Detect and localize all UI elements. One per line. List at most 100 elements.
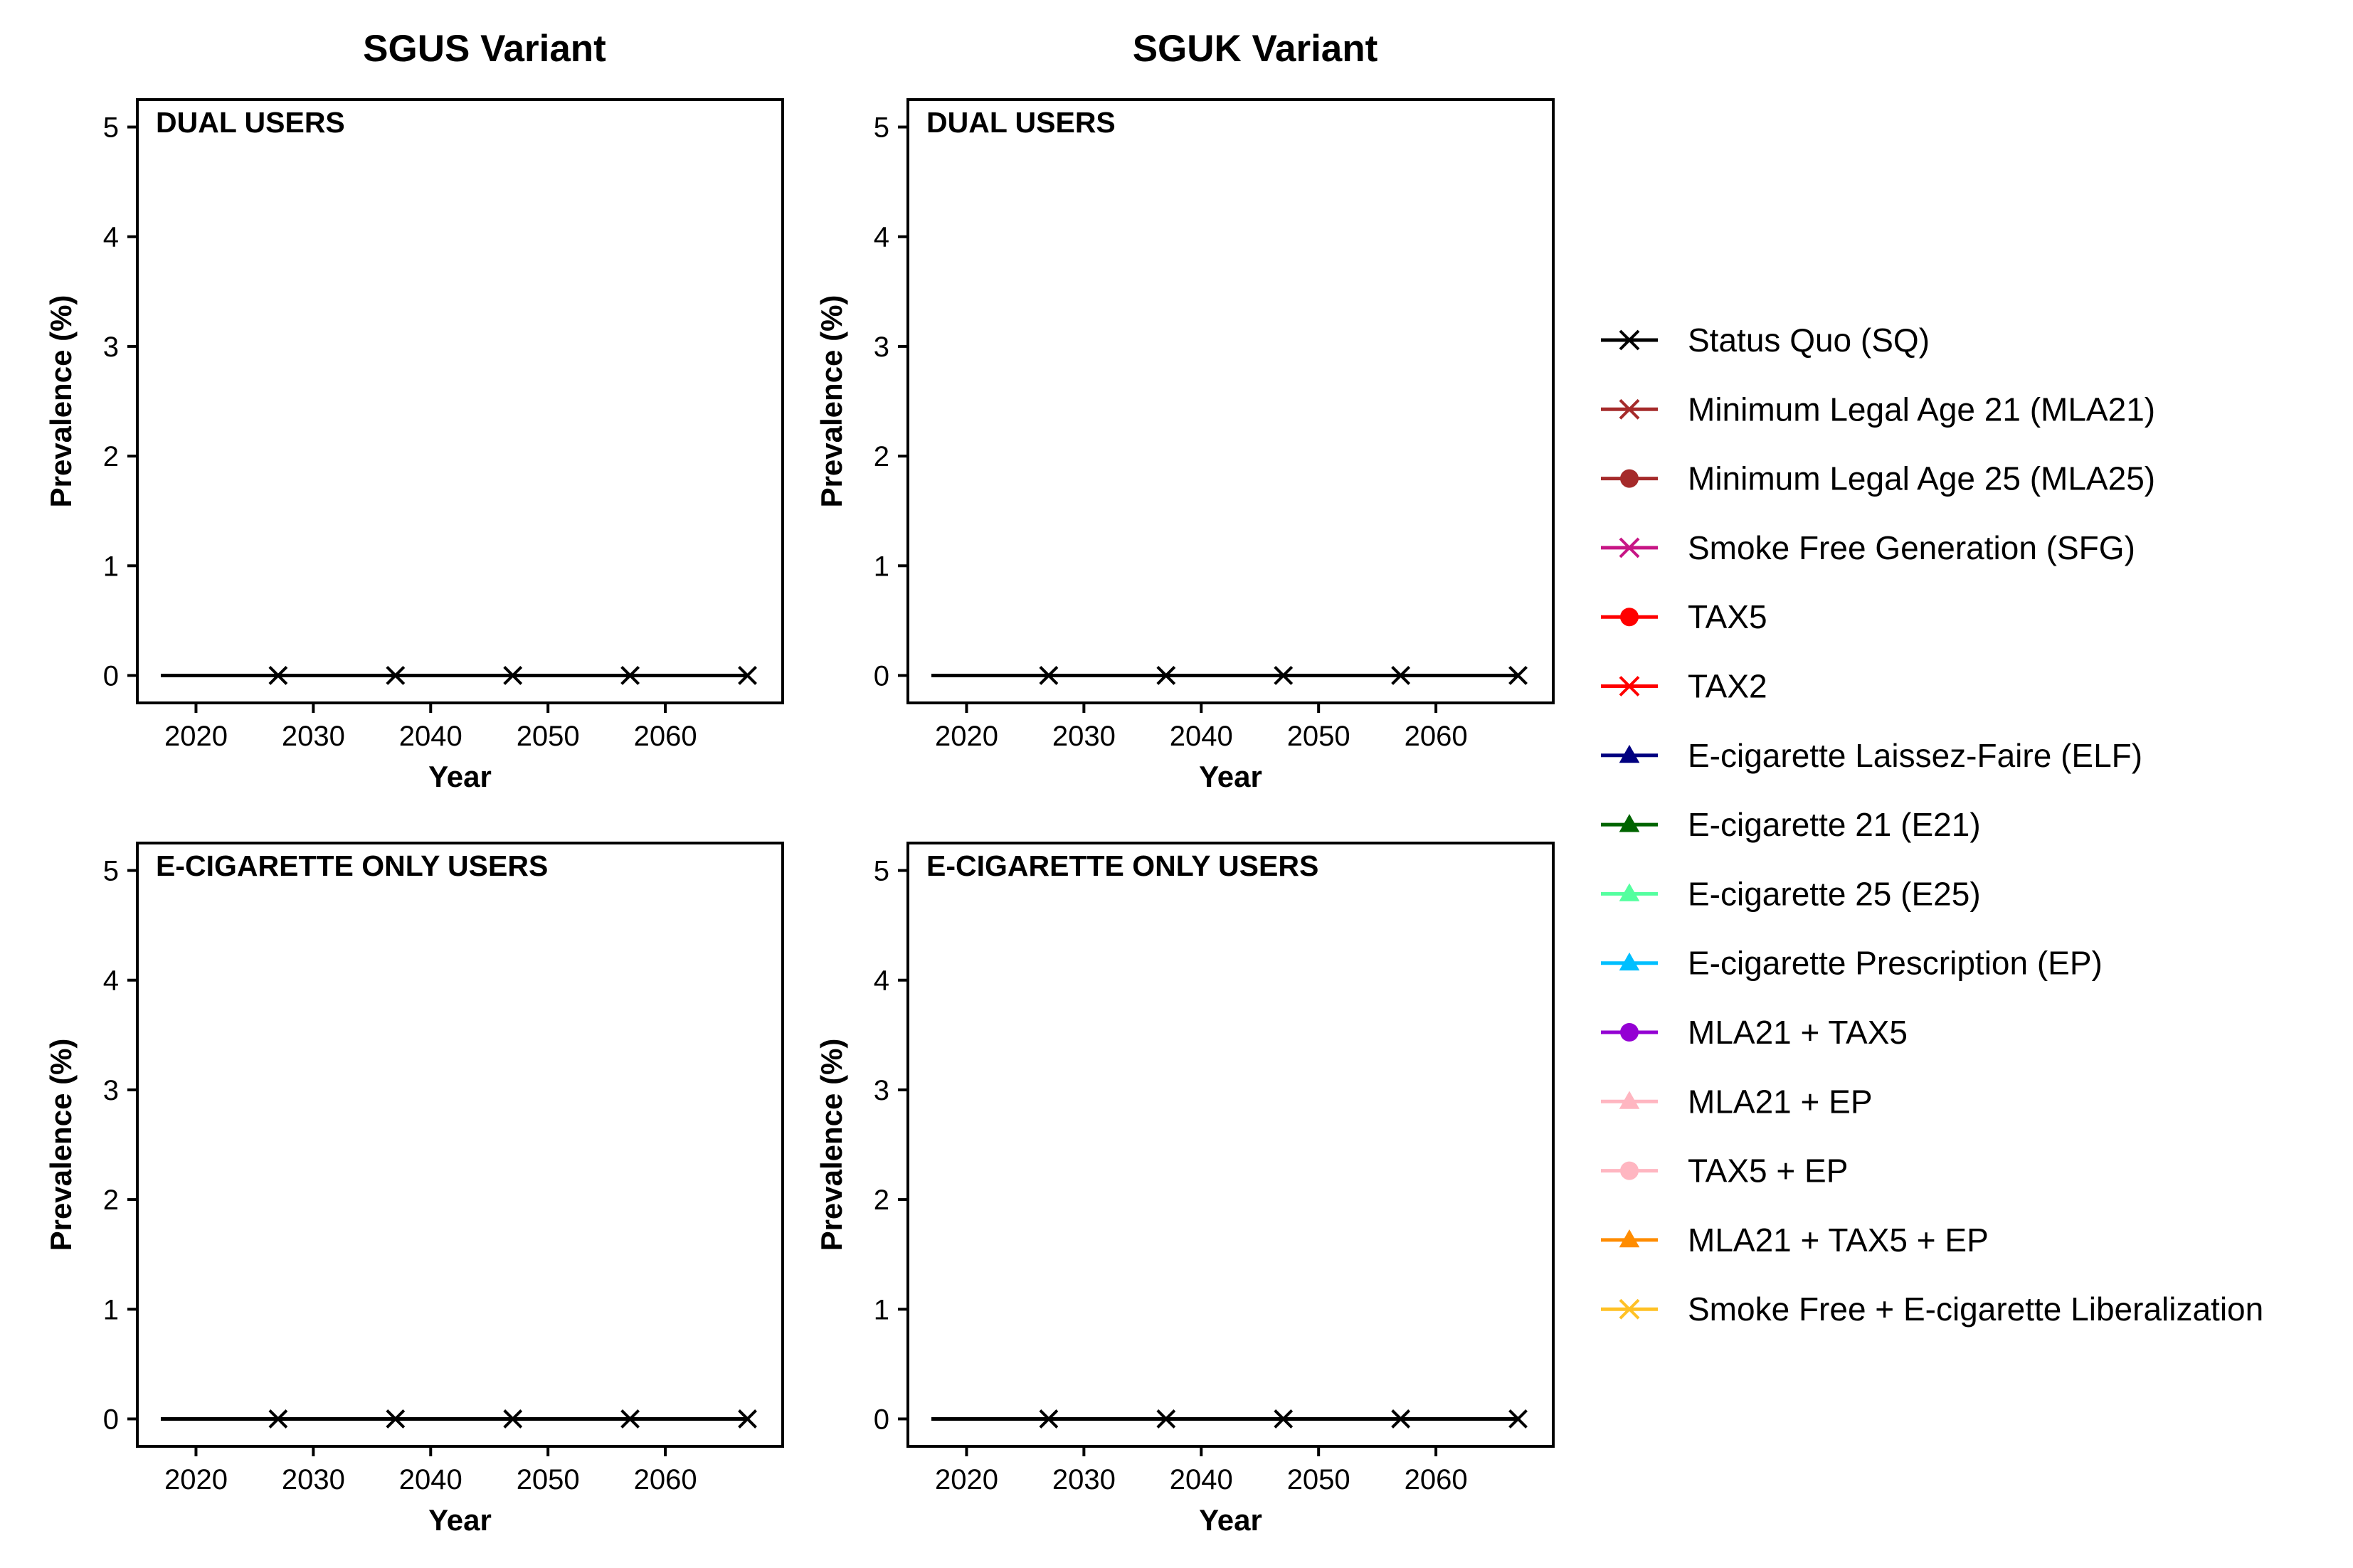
y-tick-label: 3 [874, 1075, 889, 1106]
legend-label: Minimum Legal Age 21 (MLA21) [1688, 391, 2155, 428]
legend-label: MLA21 + TAX5 [1688, 1014, 1908, 1051]
legend-item: TAX5 [1601, 598, 1767, 635]
x-tick-label: 2020 [164, 721, 228, 752]
legend-marker [1620, 1161, 1639, 1180]
y-tick-label: 0 [103, 660, 119, 692]
x-tick-label: 2060 [634, 1464, 697, 1495]
series-marker [1039, 666, 1059, 685]
series-marker [620, 666, 640, 685]
legend-marker [1619, 952, 1640, 971]
x-tick-label: 2050 [517, 1464, 580, 1495]
series-marker [738, 1409, 757, 1429]
series-marker [1274, 666, 1294, 685]
column-title-sguk: SGUK Variant [1133, 28, 1378, 70]
panel-frame [906, 98, 1555, 704]
legend-marker [1619, 814, 1640, 832]
chart-panel-3: E-CIGARETTE ONLY USERS 0 1 2 3 4 5 2020 2030 2040… [44, 842, 784, 1537]
y-tick-label: 4 [874, 965, 889, 997]
y-axis-title: Prevalence (%) [815, 1039, 848, 1251]
y-tick-label: 1 [874, 551, 889, 582]
legend-label: E-cigarette 21 (E21) [1688, 806, 1981, 843]
legend-marker [1619, 537, 1640, 558]
y-tick-label: 5 [874, 856, 889, 887]
legend-item: Minimum Legal Age 21 (MLA21) [1601, 391, 2155, 428]
legend-item: E-cigarette 21 (E21) [1601, 806, 1981, 843]
x-tick-label: 2040 [1170, 721, 1233, 752]
legend-item: Smoke Free + E-cigarette Liberalization [1601, 1291, 2263, 1328]
y-tick-label: 2 [874, 441, 889, 472]
legend-marker [1619, 1298, 1640, 1320]
series-marker [503, 1409, 523, 1429]
legend-item: E-cigarette Prescription (EP) [1601, 945, 2103, 982]
series-marker [503, 666, 523, 685]
y-tick-label: 0 [874, 1404, 889, 1435]
legend-label: Smoke Free Generation (SFG) [1688, 529, 2135, 566]
y-tick-label: 3 [874, 332, 889, 363]
y-tick-label: 1 [874, 1294, 889, 1325]
panel-frame [136, 98, 784, 704]
x-tick-label: 2030 [282, 721, 345, 752]
panel-frame [136, 842, 784, 1448]
legend-label: MLA21 + TAX5 + EP [1688, 1222, 1989, 1259]
legend-item: MLA21 + EP [1601, 1083, 1873, 1120]
legend-marker [1619, 883, 1640, 901]
x-axis-title: Year [428, 1503, 492, 1537]
chart-panel-1: DUAL USERS 0 1 2 3 4 5 2020 2030 2040 2050 2060 Year… [44, 98, 784, 793]
legend-marker [1619, 1229, 1640, 1248]
y-tick-label: 4 [103, 222, 119, 253]
legend-item: E-cigarette Laissez-Faire (ELF) [1601, 737, 2142, 774]
legend-marker [1620, 469, 1639, 488]
x-tick-label: 2050 [517, 721, 580, 752]
series-marker [268, 1409, 288, 1429]
series-marker [1391, 1409, 1411, 1429]
legend-label: Status Quo (SQ) [1688, 322, 1930, 359]
y-tick-label: 5 [874, 112, 889, 144]
panel-title: DUAL USERS [156, 106, 345, 139]
series-marker [1039, 1409, 1059, 1429]
x-tick-label: 2020 [935, 721, 998, 752]
legend-label: E-cigarette Prescription (EP) [1688, 945, 2103, 982]
x-tick-label: 2050 [1287, 721, 1350, 752]
series-marker [1508, 666, 1528, 685]
series-marker [1274, 1409, 1294, 1429]
series-marker [738, 666, 757, 685]
column-title-sgus: SGUS Variant [363, 28, 606, 70]
legend-label: Smoke Free + E-cigarette Liberalization [1688, 1291, 2263, 1328]
panel-title: E-CIGARETTE ONLY USERS [926, 849, 1318, 882]
y-tick-label: 5 [103, 856, 119, 887]
legend-label: TAX2 [1688, 668, 1767, 705]
series-marker [620, 1409, 640, 1429]
legend-label: MLA21 + EP [1688, 1083, 1873, 1120]
legend-label: E-cigarette 25 (E25) [1688, 875, 1981, 912]
y-tick-label: 2 [103, 1185, 119, 1216]
panel-frame [906, 842, 1555, 1448]
x-tick-label: 2020 [935, 1464, 998, 1495]
series-marker [1391, 666, 1411, 685]
x-tick-label: 2050 [1287, 1464, 1350, 1495]
legend-marker [1619, 329, 1640, 351]
legend-marker [1620, 1023, 1639, 1042]
legend-marker [1619, 744, 1640, 763]
legend-item: TAX5 + EP [1601, 1153, 1848, 1190]
panel-title: DUAL USERS [926, 106, 1116, 139]
legend-item: Smoke Free Generation (SFG) [1601, 529, 2135, 566]
x-tick-label: 2040 [399, 721, 462, 752]
legend-marker [1619, 676, 1640, 696]
x-tick-label: 2060 [1405, 721, 1468, 752]
legend-marker [1619, 398, 1640, 420]
legend-item: E-cigarette 25 (E25) [1601, 875, 1981, 912]
series-marker [1156, 1409, 1176, 1429]
legend-item: MLA21 + TAX5 + EP [1601, 1222, 1989, 1259]
y-tick-label: 2 [874, 1185, 889, 1216]
x-tick-label: 2040 [1170, 1464, 1233, 1495]
x-tick-label: 2030 [1052, 1464, 1116, 1495]
x-axis-title: Year [428, 760, 492, 793]
x-axis-title: Year [1199, 760, 1262, 793]
panel-title: E-CIGARETTE ONLY USERS [156, 849, 548, 882]
y-axis-title: Prevalence (%) [44, 295, 78, 508]
series-marker [268, 666, 288, 685]
y-tick-label: 1 [103, 551, 119, 582]
y-tick-label: 0 [874, 660, 889, 692]
x-tick-label: 2030 [282, 1464, 345, 1495]
